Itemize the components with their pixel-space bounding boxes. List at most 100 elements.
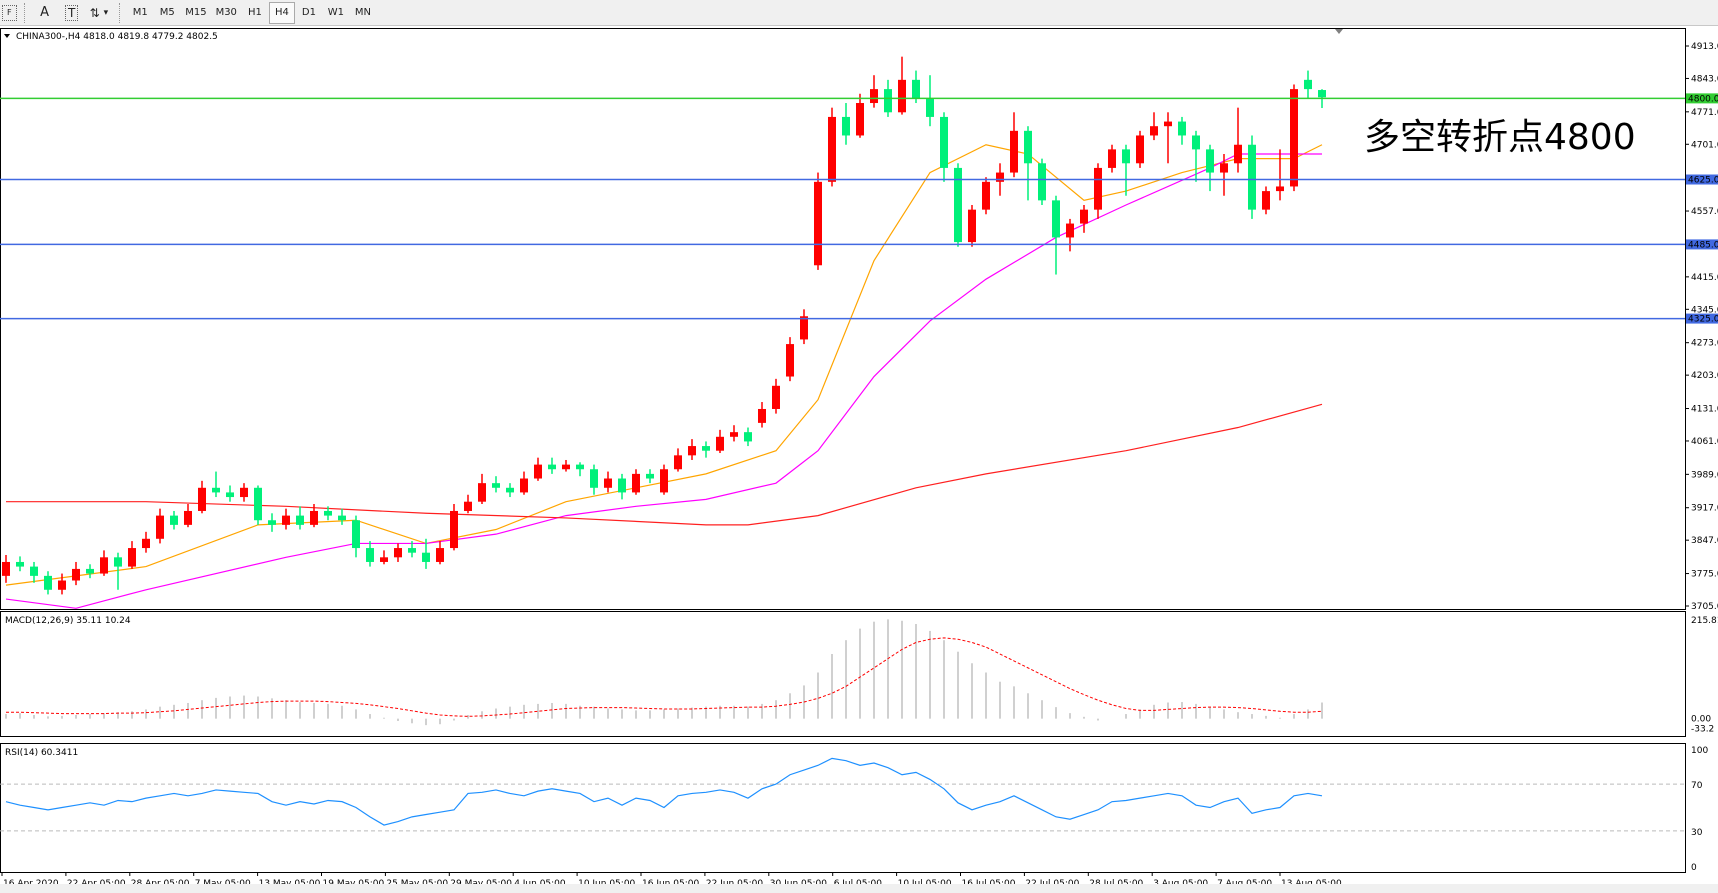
candle-body [464, 501, 472, 511]
candle [1248, 135, 1256, 219]
candle [534, 457, 542, 481]
text-label-icon[interactable]: T [59, 2, 85, 24]
candle-body [996, 172, 1004, 182]
timeframe-h1[interactable]: H1 [247, 7, 262, 18]
candle-body [478, 483, 486, 502]
candle [604, 471, 612, 493]
candle [674, 448, 682, 472]
ma-fast-line [5, 144, 1323, 586]
candle [352, 515, 360, 558]
price-tick-label: 3989.0 [1691, 470, 1718, 480]
shift-marker-icon[interactable] [1335, 29, 1343, 34]
candle-body [212, 487, 220, 493]
candle [114, 552, 122, 590]
candle-body [128, 548, 136, 567]
candle-body [86, 568, 94, 574]
candle [366, 541, 374, 567]
rsi-line [5, 757, 1323, 826]
macd-pane [0, 611, 1686, 737]
candle [1024, 126, 1032, 201]
collapse-arrow-icon[interactable] [4, 34, 10, 38]
candle [1094, 163, 1102, 219]
candle-body [1066, 223, 1074, 238]
candle [1220, 154, 1228, 196]
candle-body [1178, 121, 1186, 136]
dropdown-arrow-icon[interactable]: ▾ [103, 7, 109, 18]
timeframe-m30[interactable]: M30 [215, 7, 237, 18]
candle-body [660, 469, 668, 493]
candle-body [408, 548, 416, 553]
candle-body [1052, 200, 1060, 238]
separator [119, 2, 121, 23]
candle-body [1164, 121, 1172, 127]
text-label-glyph: T [64, 4, 79, 21]
ma-slow-line [6, 403, 1323, 526]
price-tick-label: 3775.0 [1691, 570, 1718, 580]
candle-body [898, 79, 906, 113]
candle-body [548, 464, 556, 470]
timeframe-d1[interactable]: D1 [301, 7, 316, 18]
candle-body [1206, 149, 1214, 173]
candle-body [744, 432, 752, 442]
candle [842, 103, 850, 145]
candle [968, 205, 976, 247]
candle-body [240, 487, 248, 498]
level-label-bg [1686, 313, 1718, 324]
candle-body [1318, 90, 1326, 98]
candle [926, 75, 934, 127]
text-icon[interactable]: A [40, 5, 50, 20]
candle-body [520, 478, 528, 493]
candle-body [688, 446, 696, 456]
toolbar: F A T ⇅ ▾ M1 M5 M15 M30 H1 H4 D1 W1 MN [0, 0, 1718, 26]
candle-body [1136, 135, 1144, 164]
rsi-label: RSI(14) 60.3411 [5, 748, 78, 758]
candle-body [786, 344, 794, 377]
candle-body [114, 557, 122, 567]
rsi-tick-label: 30 [1691, 828, 1703, 838]
timeframe-w1[interactable]: W1 [327, 7, 345, 18]
macd-label: MACD(12,26,9) 35.11 10.24 [5, 616, 131, 626]
candle [1304, 70, 1312, 99]
candle-body [954, 167, 962, 243]
timeframe-m5[interactable]: M5 [159, 7, 175, 18]
candle [744, 427, 752, 447]
timeframe-mn[interactable]: MN [354, 7, 371, 18]
candle-body [30, 566, 38, 576]
candle-body [828, 116, 836, 182]
candle [86, 564, 94, 579]
candle [1276, 149, 1284, 201]
timeframe-m1[interactable]: M1 [132, 7, 148, 18]
candle-body [912, 79, 920, 99]
candle [184, 504, 192, 528]
grid-icon[interactable]: F [2, 4, 17, 21]
candle [100, 550, 108, 576]
candle [800, 309, 808, 345]
candle-body [380, 557, 388, 562]
candle-body [44, 575, 52, 590]
horizontal-scrollbar[interactable] [0, 884, 1718, 893]
timeframe-h4[interactable]: H4 [268, 1, 295, 24]
timeframe-m15[interactable]: M15 [185, 7, 207, 18]
candle-body [814, 181, 822, 266]
price-tick-label: 4415.0 [1691, 273, 1718, 283]
price-chart[interactable]: 4913.0 4843.0 4771.0 4701.0 4557.0 4415.0 4345… [0, 26, 1718, 893]
candle [1234, 107, 1242, 173]
rsi-tick-label: 100 [1691, 746, 1708, 756]
candle-body [1038, 163, 1046, 201]
candle-body [618, 478, 626, 493]
candle [310, 504, 318, 528]
timeframe-group: M1 M5 M15 M30 H1 H4 D1 W1 MN [127, 1, 377, 24]
candle [464, 494, 472, 514]
arrows-icon[interactable]: ⇅ ▾ [89, 5, 109, 20]
candle-body [982, 181, 990, 210]
candle-body [1276, 186, 1284, 192]
candle-body [1150, 126, 1158, 136]
candle-body [1234, 144, 1242, 164]
macd-tick-label: -33.2 [1691, 725, 1714, 735]
candle [436, 541, 444, 565]
candle-body [562, 464, 570, 470]
candle-body [1262, 191, 1270, 210]
candle [1290, 84, 1298, 192]
candle-body [436, 548, 444, 562]
candle [618, 473, 626, 500]
